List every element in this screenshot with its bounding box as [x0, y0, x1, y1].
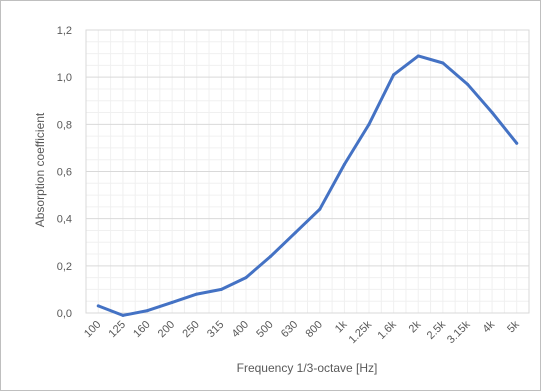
y-tick-label: 1,2 [57, 25, 72, 37]
data-point [392, 73, 396, 77]
data-point [416, 54, 420, 58]
y-tick-label: 0,8 [57, 119, 72, 131]
data-point [318, 207, 322, 211]
series-layer [96, 54, 519, 317]
data-point [441, 61, 445, 65]
data-point [121, 313, 125, 317]
y-tick-label: 0,6 [57, 167, 72, 179]
data-point [195, 292, 199, 296]
data-point [96, 304, 100, 308]
y-tick-label: 1,0 [57, 72, 72, 84]
y-tick-label: 0,0 [57, 308, 72, 320]
data-point [367, 122, 371, 126]
data-point [490, 111, 494, 115]
y-axis-title: Absorption coefficient [33, 112, 47, 227]
y-tick-label: 0,4 [57, 214, 72, 226]
y-tick-labels: 0,0 0,2 0,4 0,6 0,8 1,0 1,2 [57, 25, 72, 320]
data-point [219, 287, 223, 291]
data-point [342, 162, 346, 166]
y-tick-label: 0,2 [57, 261, 72, 273]
x-axis-title: Frequency 1/3-octave [Hz] [237, 361, 378, 375]
data-point [465, 82, 469, 86]
data-point [269, 254, 273, 258]
plot-area-border [85, 29, 530, 314]
major-grid [85, 29, 530, 314]
series-line [96, 54, 519, 317]
data-point [244, 276, 248, 280]
data-point [146, 309, 150, 313]
data-point [170, 300, 174, 304]
data-point [293, 231, 297, 235]
data-point [515, 141, 519, 145]
